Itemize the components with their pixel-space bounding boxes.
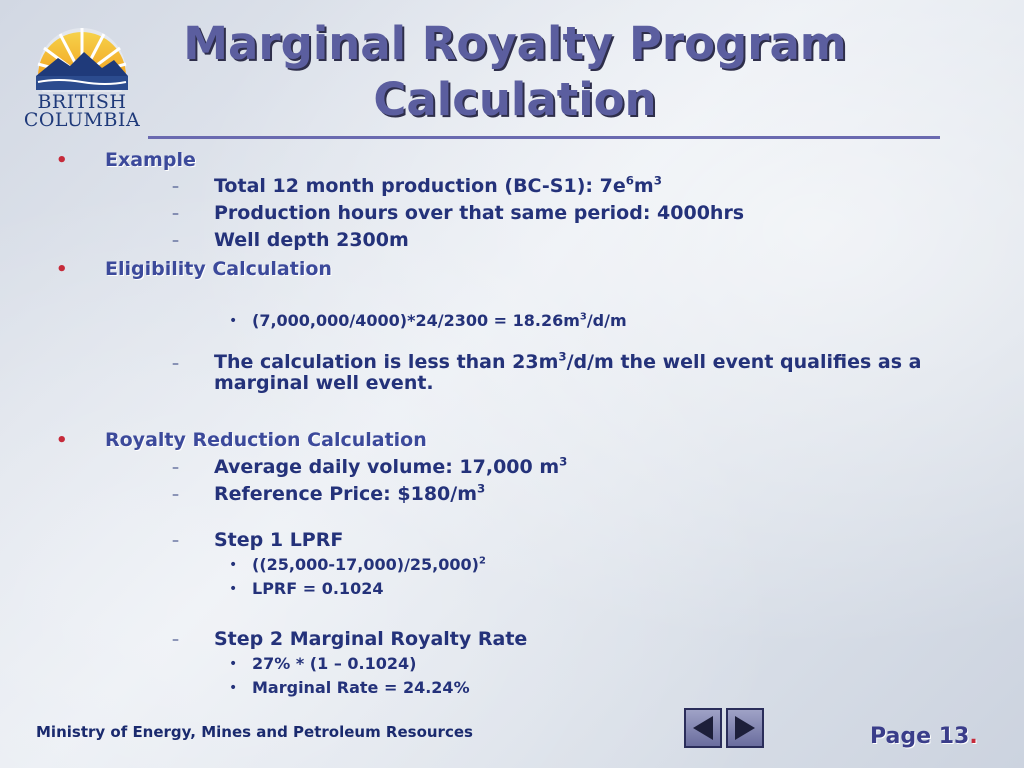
dash-icon: – [172, 356, 179, 372]
bc-logo: BRITISH COLUMBIA [18, 14, 146, 130]
title-line-1: Marginal Royalty Program [183, 17, 847, 70]
title-divider [148, 136, 940, 139]
royalty-reference-price: Reference Price: $180/m3 [214, 481, 486, 505]
sunrise-mountain-icon [36, 28, 128, 92]
small-bullet-icon: • [229, 656, 238, 672]
small-bullet-icon: • [229, 557, 238, 573]
small-bullet-icon: • [229, 680, 238, 696]
bullet-icon: • [56, 259, 68, 280]
bullet-icon: • [56, 150, 68, 171]
royalty-average-volume: Average daily volume: 17,000 m3 [214, 454, 568, 478]
page-number: Page 13. [870, 724, 978, 749]
example-item-hours: Production hours over that same period: … [214, 202, 745, 224]
dash-icon: – [172, 179, 179, 195]
next-slide-button[interactable] [726, 708, 764, 748]
eligibility-formula: (7,000,000/4000)*24/2300 = 18.26m3/d/m [252, 311, 627, 330]
step1-formula: ((25,000-17,000)/25,000)2 [252, 555, 486, 574]
step2-heading: Step 2 Marginal Royalty Rate [214, 628, 528, 650]
section-heading-royalty: Royalty Reduction Calculation [105, 429, 427, 451]
step2-formula: 27% * (1 – 0.1024) [252, 654, 417, 673]
dash-icon: – [172, 533, 179, 549]
dash-icon: – [172, 460, 179, 476]
previous-slide-button[interactable] [684, 708, 722, 748]
right-arrow-icon [735, 716, 755, 740]
dash-icon: – [172, 233, 179, 249]
example-item-depth: Well depth 2300m [214, 229, 409, 251]
small-bullet-icon: • [229, 581, 238, 597]
logo-line-columbia: COLUMBIA [23, 109, 141, 131]
title-line-2: Calculation [373, 73, 657, 126]
slide-title: Marginal Royalty Program Calculation [150, 16, 880, 128]
step2-result: Marginal Rate = 24.24% [252, 678, 470, 697]
step1-heading: Step 1 LPRF [214, 529, 344, 551]
left-arrow-icon [693, 716, 713, 740]
example-item-production: Total 12 month production (BC-S1): 7e6m3 [214, 173, 662, 197]
dash-icon: – [172, 206, 179, 222]
ministry-footer: Ministry of Energy, Mines and Petroleum … [36, 723, 473, 741]
logo-line-british: BRITISH [37, 91, 127, 113]
step1-result: LPRF = 0.1024 [252, 579, 384, 598]
section-heading-eligibility: Eligibility Calculation [105, 258, 332, 280]
dash-icon: – [172, 632, 179, 648]
section-heading-example: Example [105, 149, 196, 171]
dash-icon: – [172, 487, 179, 503]
small-bullet-icon: • [229, 313, 238, 329]
bullet-icon: • [56, 430, 68, 451]
eligibility-result: The calculation is less than 23m3/d/m th… [214, 349, 922, 394]
